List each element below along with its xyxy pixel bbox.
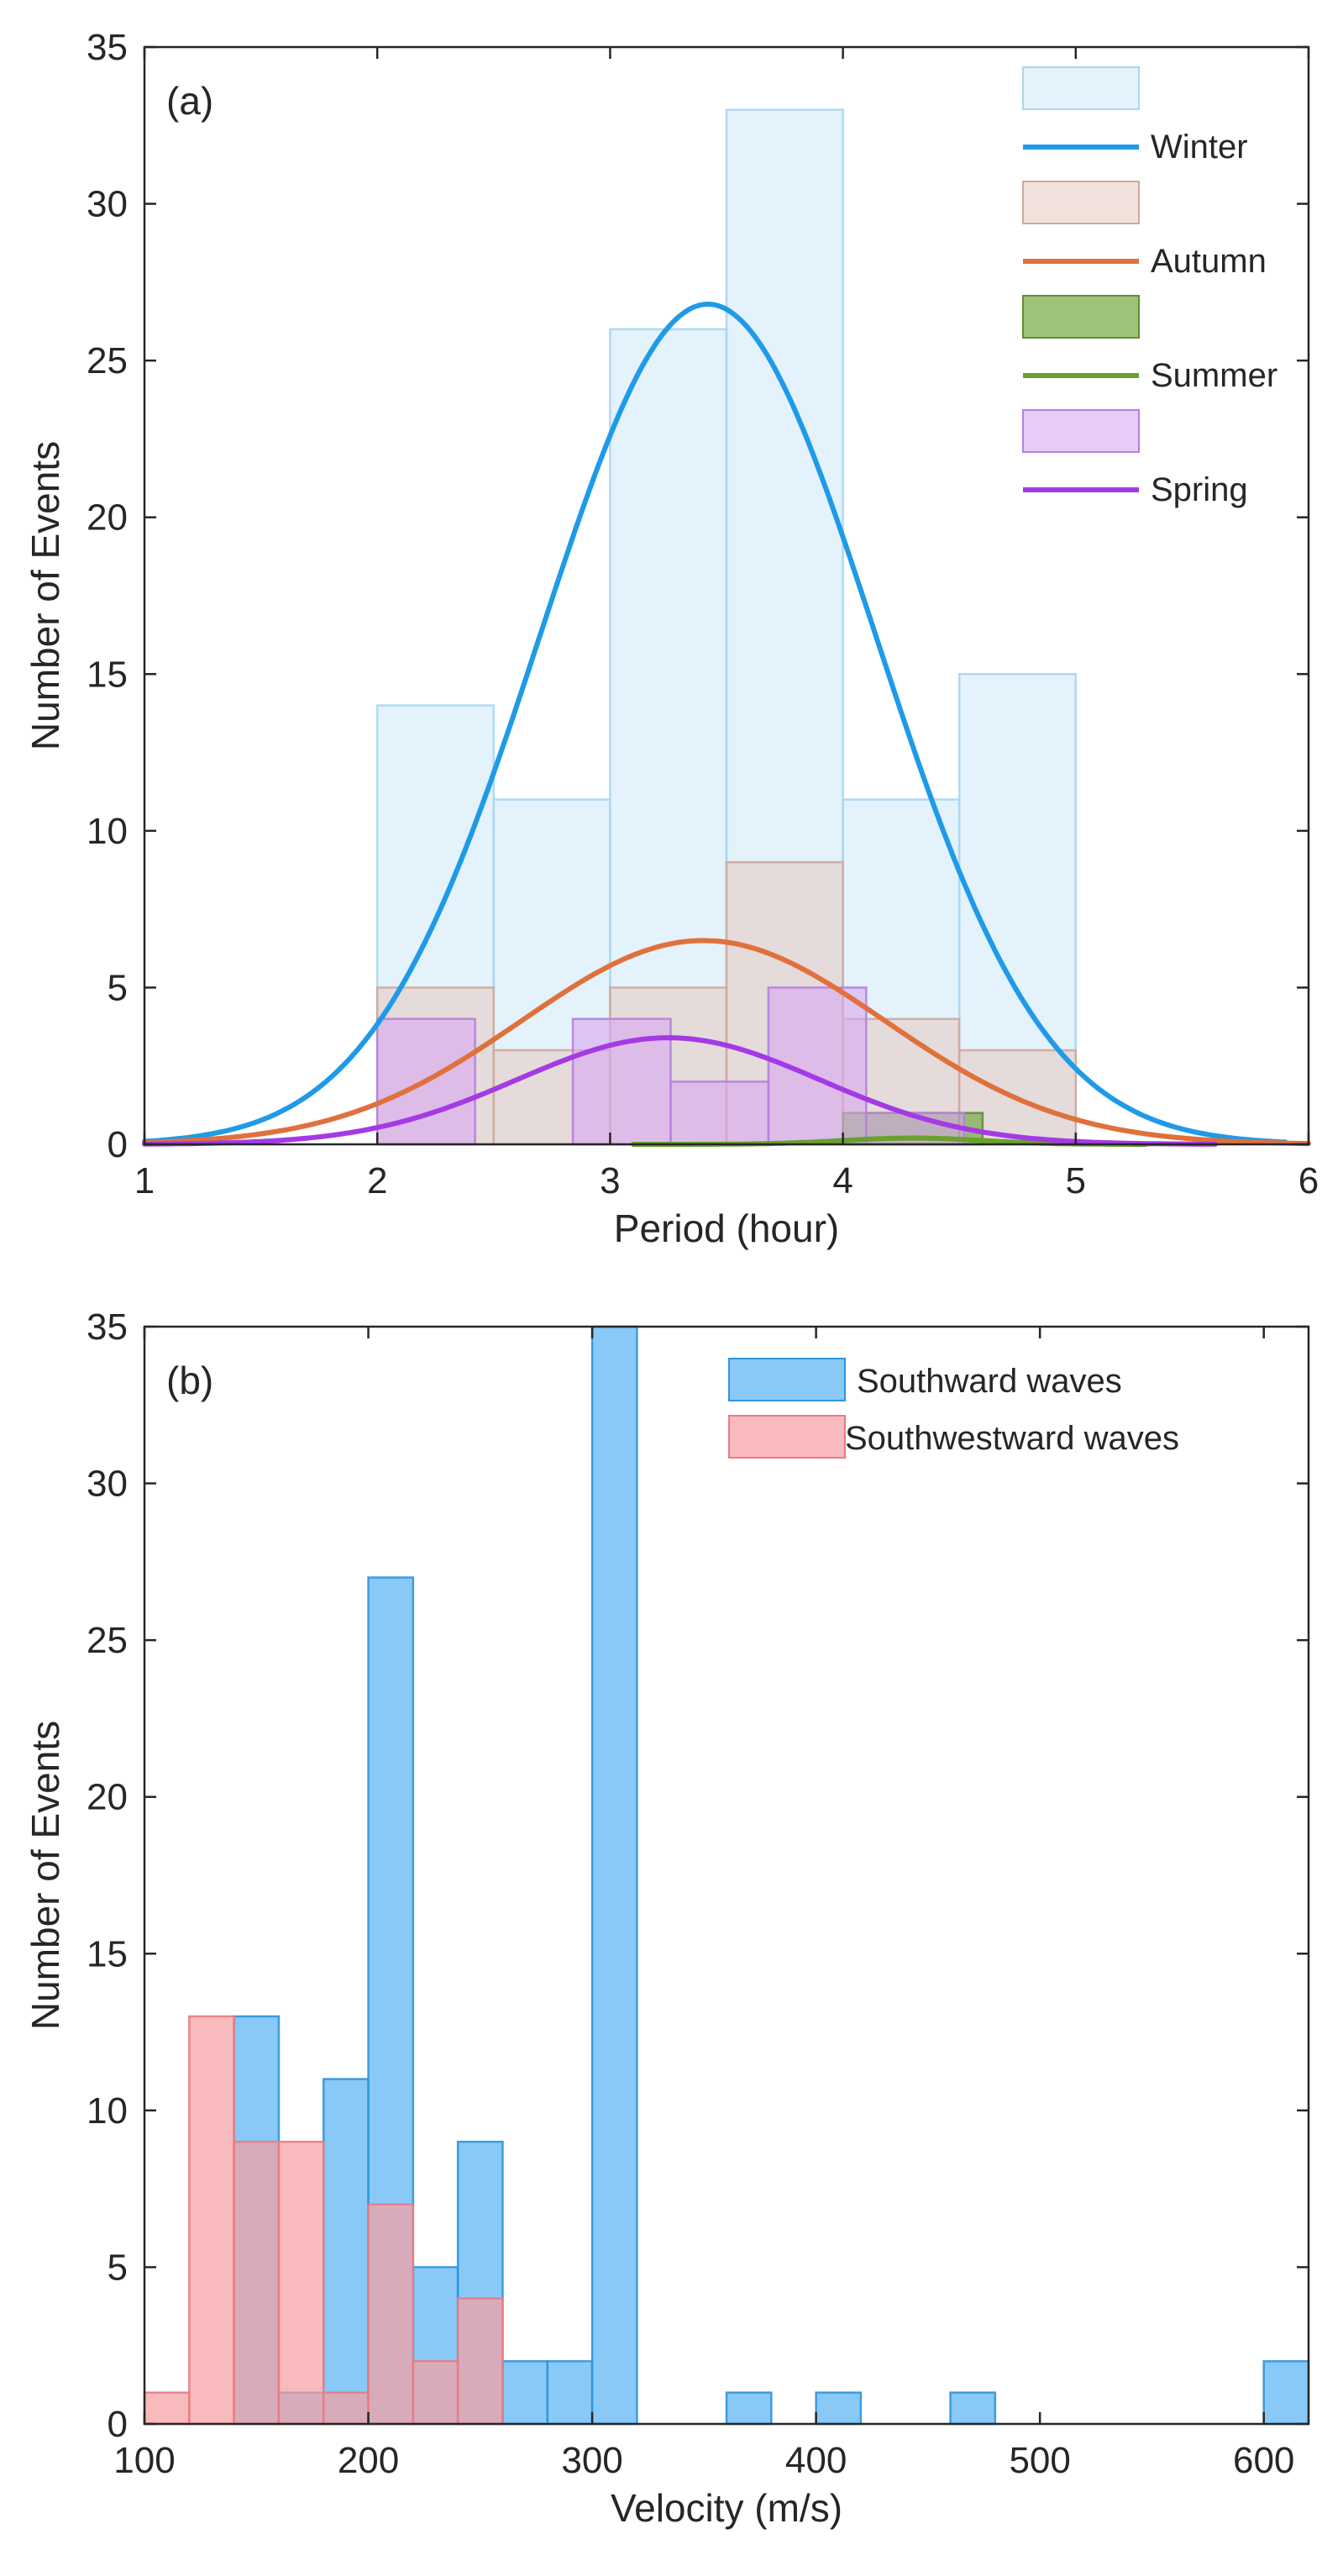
panel-label: (a) <box>166 79 213 123</box>
bar-southwestward-waves-6 <box>367 2203 415 2426</box>
y-tick-label: 10 <box>87 2090 128 2132</box>
y-tick-label: 0 <box>108 2404 128 2445</box>
legend-label-southwestward-waves: Southwestward waves <box>845 1420 1179 1457</box>
x-axis-title: Velocity (m/s) <box>611 2486 842 2530</box>
y-tick-label: 30 <box>87 1464 128 1505</box>
bar-southward-waves-12 <box>949 2391 997 2426</box>
x-tick-label: 6 <box>1298 1160 1319 1201</box>
x-tick-label: 500 <box>1009 2440 1070 2481</box>
legend: Winter Autumn Summer Spring <box>1022 66 1277 508</box>
y-tick-label: 25 <box>87 340 128 381</box>
y-tick-label: 20 <box>87 497 128 539</box>
axes-frame <box>143 1325 1310 2426</box>
panel-label: (b) <box>166 1359 213 1402</box>
y-tick-label: 5 <box>108 2247 128 2288</box>
legend-swatch-southwestward-waves <box>728 1415 846 1459</box>
legend-label-winter: Winter <box>1151 129 1248 166</box>
y-tick-label: 0 <box>108 1124 128 1165</box>
x-tick-label: 1 <box>134 1160 155 1201</box>
y-tick-label: 30 <box>87 184 128 225</box>
x-axis-title: Period (hour) <box>614 1207 839 1250</box>
y-tick-label: 25 <box>87 1620 128 1661</box>
legend-label-summer: Summer <box>1151 357 1277 394</box>
legend-label-autumn: Autumn <box>1151 243 1267 280</box>
legend-label-southward-waves: Southward waves <box>857 1363 1122 1400</box>
x-tick-label: 4 <box>832 1160 852 1201</box>
x-tick-label: 600 <box>1233 2440 1294 2481</box>
y-axis-title: Number of Events <box>24 1721 67 2030</box>
x-tick-label: 400 <box>785 2440 847 2481</box>
legend-swatch-bar-summer <box>1022 295 1140 339</box>
legend-swatch-bar-autumn <box>1022 181 1140 224</box>
bar-southward-waves-9 <box>590 1325 638 2426</box>
y-tick-label: 35 <box>87 27 128 68</box>
fit-curve-spring <box>142 1035 1219 1147</box>
legend-swatch-bar-spring <box>1022 409 1140 453</box>
x-tick-label: 100 <box>113 2440 175 2481</box>
x-tick-label: 300 <box>561 2440 622 2481</box>
bar-southwestward-waves-3 <box>233 2140 281 2426</box>
bar-southward-waves-7 <box>501 2360 549 2426</box>
bar-southward-waves-13 <box>1262 2360 1310 2426</box>
x-tick-label: 200 <box>338 2440 399 2481</box>
y-tick-label: 10 <box>87 811 128 852</box>
bar-southwestward-waves-1 <box>143 2391 191 2426</box>
legend-swatch-bar-winter <box>1022 66 1140 110</box>
fit-curve-autumn <box>142 938 1311 1147</box>
fit-curve-winter <box>142 302 1288 1145</box>
bar-southward-waves-10 <box>725 2391 773 2426</box>
y-axis-title: Number of Events <box>24 441 67 750</box>
legend-label-spring: Spring <box>1151 471 1248 508</box>
bar-southwestward-waves-7 <box>412 2360 459 2426</box>
bar-southward-waves-8 <box>546 2360 594 2426</box>
bar-southward-waves-11 <box>815 2391 863 2426</box>
bar-southwestward-waves-8 <box>456 2297 504 2426</box>
chart-panel-1: 1 2 3 4 5 6 0 5 10 15 20 25 30 35 Period (hour) Number … <box>24 27 1319 1250</box>
bar-southwestward-waves-2 <box>188 2015 235 2426</box>
legend-swatch-southward-waves <box>728 1358 846 1401</box>
y-tick-label: 35 <box>87 1306 128 1348</box>
bar-southwestward-waves-5 <box>322 2391 370 2426</box>
legend: Southward waves Southwestward waves <box>728 1358 1179 1459</box>
x-tick-label: 3 <box>600 1160 620 1201</box>
y-tick-label: 5 <box>108 967 128 1008</box>
y-tick-label: 15 <box>87 1933 128 1974</box>
bar-southward-waves-3 <box>322 2078 370 2426</box>
bar-southwestward-waves-4 <box>277 2140 325 2426</box>
y-tick-label: 15 <box>87 654 128 695</box>
y-tick-label: 20 <box>87 1777 128 1818</box>
axes-frame <box>143 45 1310 1146</box>
x-tick-label: 2 <box>367 1160 387 1201</box>
chart-panel-2: 100 200 300 400 500 600 0 5 10 15 20 25 30 35 Velocity… <box>24 1306 1310 2530</box>
bar-spring-3 <box>669 1080 770 1146</box>
x-tick-label: 5 <box>1066 1160 1086 1201</box>
